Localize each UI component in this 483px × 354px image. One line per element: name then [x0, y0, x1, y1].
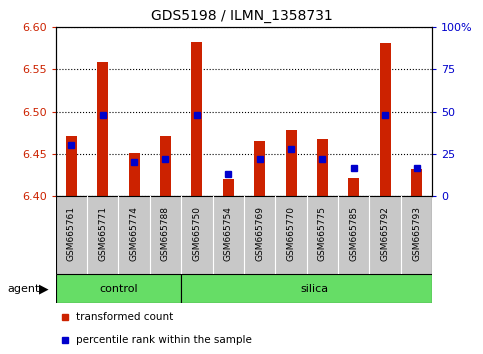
- Text: ▶: ▶: [39, 282, 48, 295]
- Text: percentile rank within the sample: percentile rank within the sample: [76, 335, 252, 346]
- Text: GSM665792: GSM665792: [381, 206, 390, 261]
- Bar: [348, 178, 359, 196]
- Bar: [97, 62, 108, 196]
- Bar: [128, 153, 140, 196]
- Text: GSM665770: GSM665770: [286, 206, 296, 261]
- Text: GSM665774: GSM665774: [129, 206, 139, 261]
- Text: GSM665775: GSM665775: [318, 206, 327, 261]
- Text: GSM665771: GSM665771: [98, 206, 107, 261]
- Text: GDS5198 / ILMN_1358731: GDS5198 / ILMN_1358731: [151, 9, 332, 23]
- Text: GSM665761: GSM665761: [67, 206, 76, 261]
- Bar: [160, 136, 171, 196]
- Bar: [411, 169, 422, 196]
- Bar: [254, 141, 265, 196]
- Bar: [191, 42, 202, 196]
- Text: transformed count: transformed count: [76, 312, 173, 322]
- Text: GSM665793: GSM665793: [412, 206, 421, 261]
- Bar: [380, 43, 391, 196]
- Text: GSM665750: GSM665750: [192, 206, 201, 261]
- Text: agent: agent: [7, 284, 40, 293]
- Bar: [317, 139, 328, 196]
- Text: GSM665769: GSM665769: [255, 206, 264, 261]
- Bar: [181, 274, 432, 303]
- Bar: [56, 274, 181, 303]
- Text: control: control: [99, 284, 138, 293]
- Text: GSM665754: GSM665754: [224, 206, 233, 261]
- Bar: [285, 130, 297, 196]
- Bar: [223, 179, 234, 196]
- Bar: [66, 136, 77, 196]
- Text: GSM665788: GSM665788: [161, 206, 170, 261]
- Text: GSM665785: GSM665785: [349, 206, 358, 261]
- Text: silica: silica: [300, 284, 328, 293]
